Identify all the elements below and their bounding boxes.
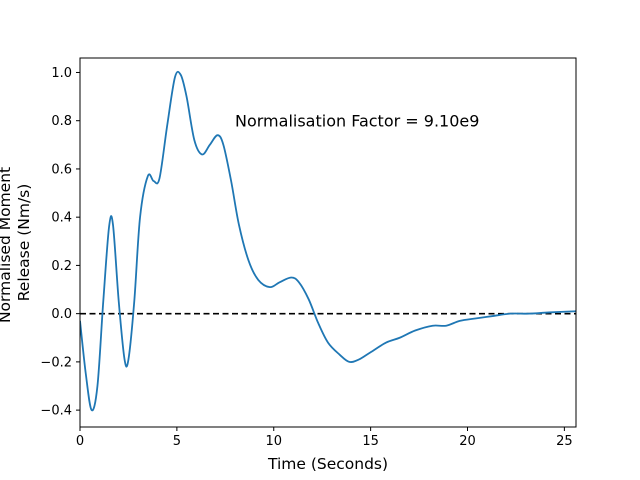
x-tick-label: 20 (459, 434, 476, 449)
x-tick-label: 0 (76, 434, 84, 449)
y-tick-label: 1.0 (51, 66, 72, 81)
y-tick-label: 0.6 (51, 162, 72, 177)
y-axis-label-line-2: Release (Nm/s) (15, 184, 33, 302)
x-axis-label: Time (Seconds) (267, 455, 388, 473)
series-line-0 (80, 70, 576, 412)
x-tick-label: 15 (362, 434, 379, 449)
y-tick-label: −0.2 (40, 355, 72, 370)
y-axis-label: Normalised Moment Release (Nm/s) (0, 162, 33, 323)
y-tick-label: 0.2 (51, 259, 72, 274)
x-tick-label: 5 (173, 434, 181, 449)
y-axis-label-line-1: Normalised Moment (0, 167, 14, 323)
axes-frame (79, 57, 577, 428)
y-tick-label: 0.4 (51, 211, 72, 226)
y-tick-label: −0.4 (40, 404, 72, 419)
x-tick-label: 10 (265, 434, 282, 449)
x-tick-label: 25 (556, 434, 573, 449)
y-tick-label: 0.0 (51, 307, 72, 322)
plot-area: 0 5 10 15 20 25 −0.4 −0.2 0.0 0.2 0.4 0.6 0.8 1.0 (40, 57, 577, 449)
normalisation-annotation: Normalisation Factor = 9.10e9 (235, 112, 479, 131)
y-tick-label: 0.8 (51, 114, 72, 129)
